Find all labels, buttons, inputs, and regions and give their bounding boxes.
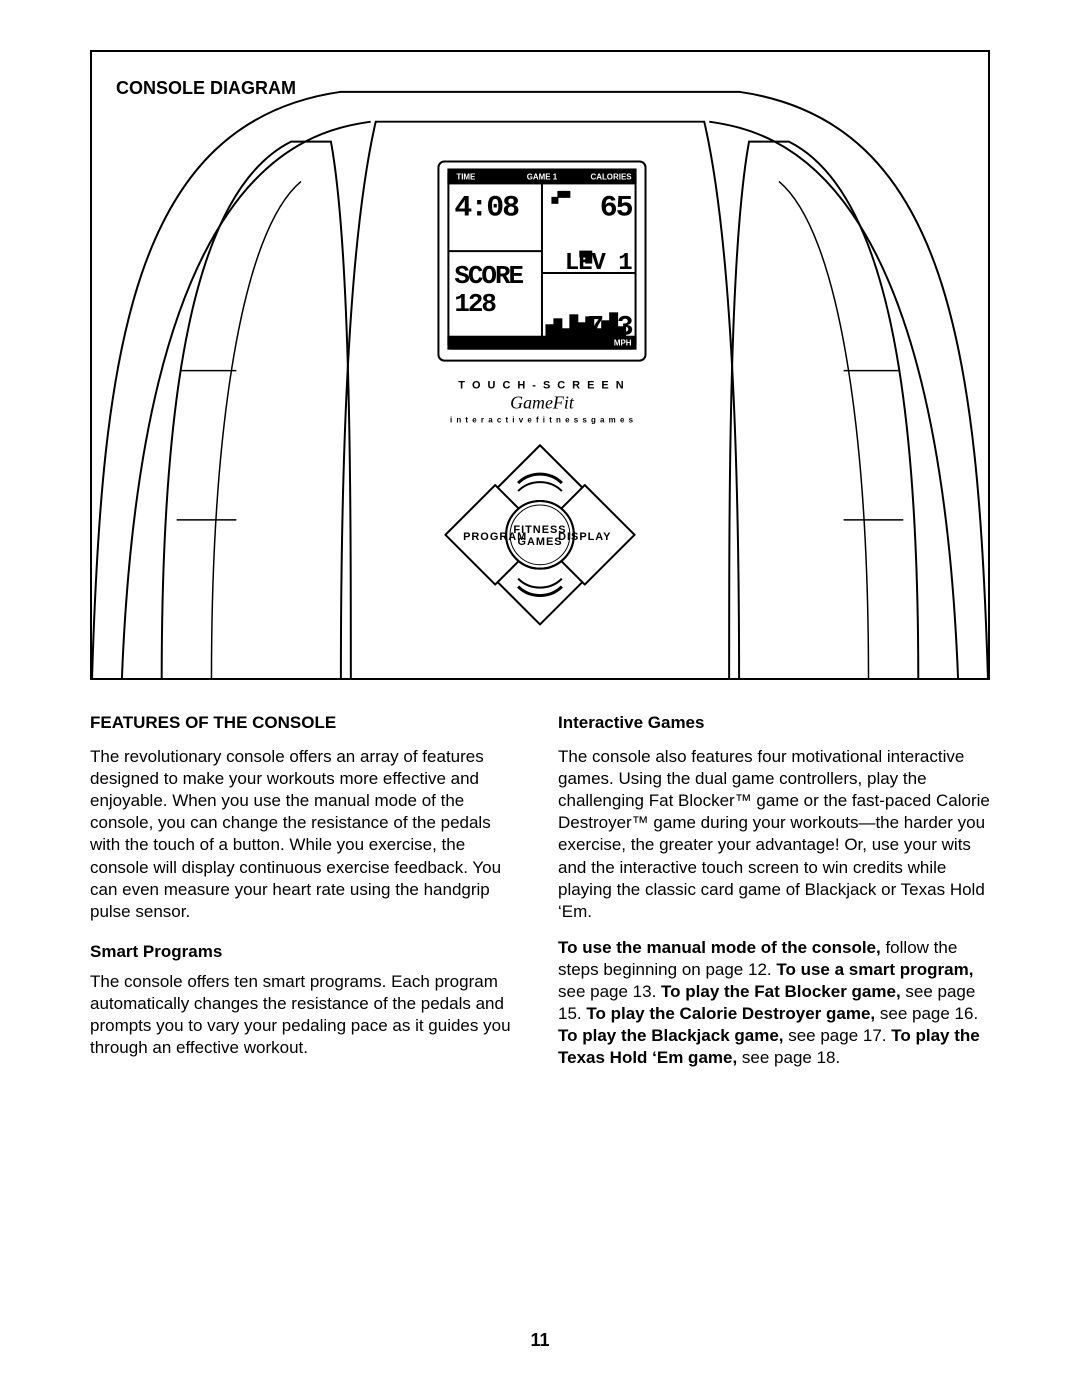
right-column: Interactive Games The console also featu… xyxy=(558,712,990,1083)
features-heading: FEATURES OF THE CONSOLE xyxy=(90,712,522,734)
blackjack-bold: To play the Blackjack game, xyxy=(558,1026,784,1045)
texas-holdem-text: see page 18. xyxy=(737,1048,840,1067)
blackjack-text: see page 17. xyxy=(784,1026,892,1045)
console-diagram-label: CONSOLE DIAGRAM xyxy=(110,78,302,99)
screen-score-label: SCORE xyxy=(454,261,523,291)
fat-blocker-bold: To play the Fat Blocker game, xyxy=(661,982,901,1001)
interactive-games-heading: Interactive Games xyxy=(558,712,990,734)
left-column: FEATURES OF THE CONSOLE The revolutionar… xyxy=(90,712,522,1083)
screen-game-label: GAME 1 xyxy=(527,172,558,181)
smart-programs-paragraph: The console offers ten smart programs. E… xyxy=(90,971,522,1059)
screen-calories: 65 xyxy=(600,190,633,224)
console-diagram-frame: CONSOLE DIAGRAM xyxy=(90,50,990,680)
brand-label: GameFit xyxy=(510,392,575,412)
smart-programs-heading: Smart Programs xyxy=(90,941,522,963)
manual-mode-bold: To use the manual mode of the console, xyxy=(558,938,881,957)
interactive-games-paragraph: The console also features four motivatio… xyxy=(558,746,990,923)
smart-program-text: see page 13. xyxy=(558,982,661,1001)
screen-level: LEV 1 xyxy=(565,250,632,277)
touch-screen-label: T O U C H - S C R E E N xyxy=(458,379,625,391)
brand-tagline: i n t e r a c t i v e f i t n e s s g a … xyxy=(450,415,634,424)
screen-score: 128 xyxy=(454,289,496,319)
screen-cal-label: CALORIES xyxy=(590,172,631,181)
calorie-destroyer-bold: To play the Calorie Destroyer game, xyxy=(586,1004,875,1023)
screen-speed: 7.3 xyxy=(587,313,632,344)
calorie-destroyer-text: see page 16. xyxy=(875,1004,978,1023)
features-paragraph: The revolutionary console offers an arra… xyxy=(90,746,522,923)
smart-program-bold: To use a smart program, xyxy=(776,960,973,979)
usage-instructions-paragraph: To use the manual mode of the console, f… xyxy=(558,937,990,1070)
screen-time-label: TIME xyxy=(456,172,475,181)
btn-games-label: GAMES xyxy=(517,536,562,548)
console-illustration: TIME GAME 1 CALORIES MPH 4:08 65 SCORE 1… xyxy=(92,52,988,679)
btn-fitness-label: FITNESS xyxy=(513,524,566,536)
screen-time: 4:08 xyxy=(454,190,519,224)
page-number: 11 xyxy=(530,1330,549,1351)
body-text-columns: FEATURES OF THE CONSOLE The revolutionar… xyxy=(90,712,990,1083)
